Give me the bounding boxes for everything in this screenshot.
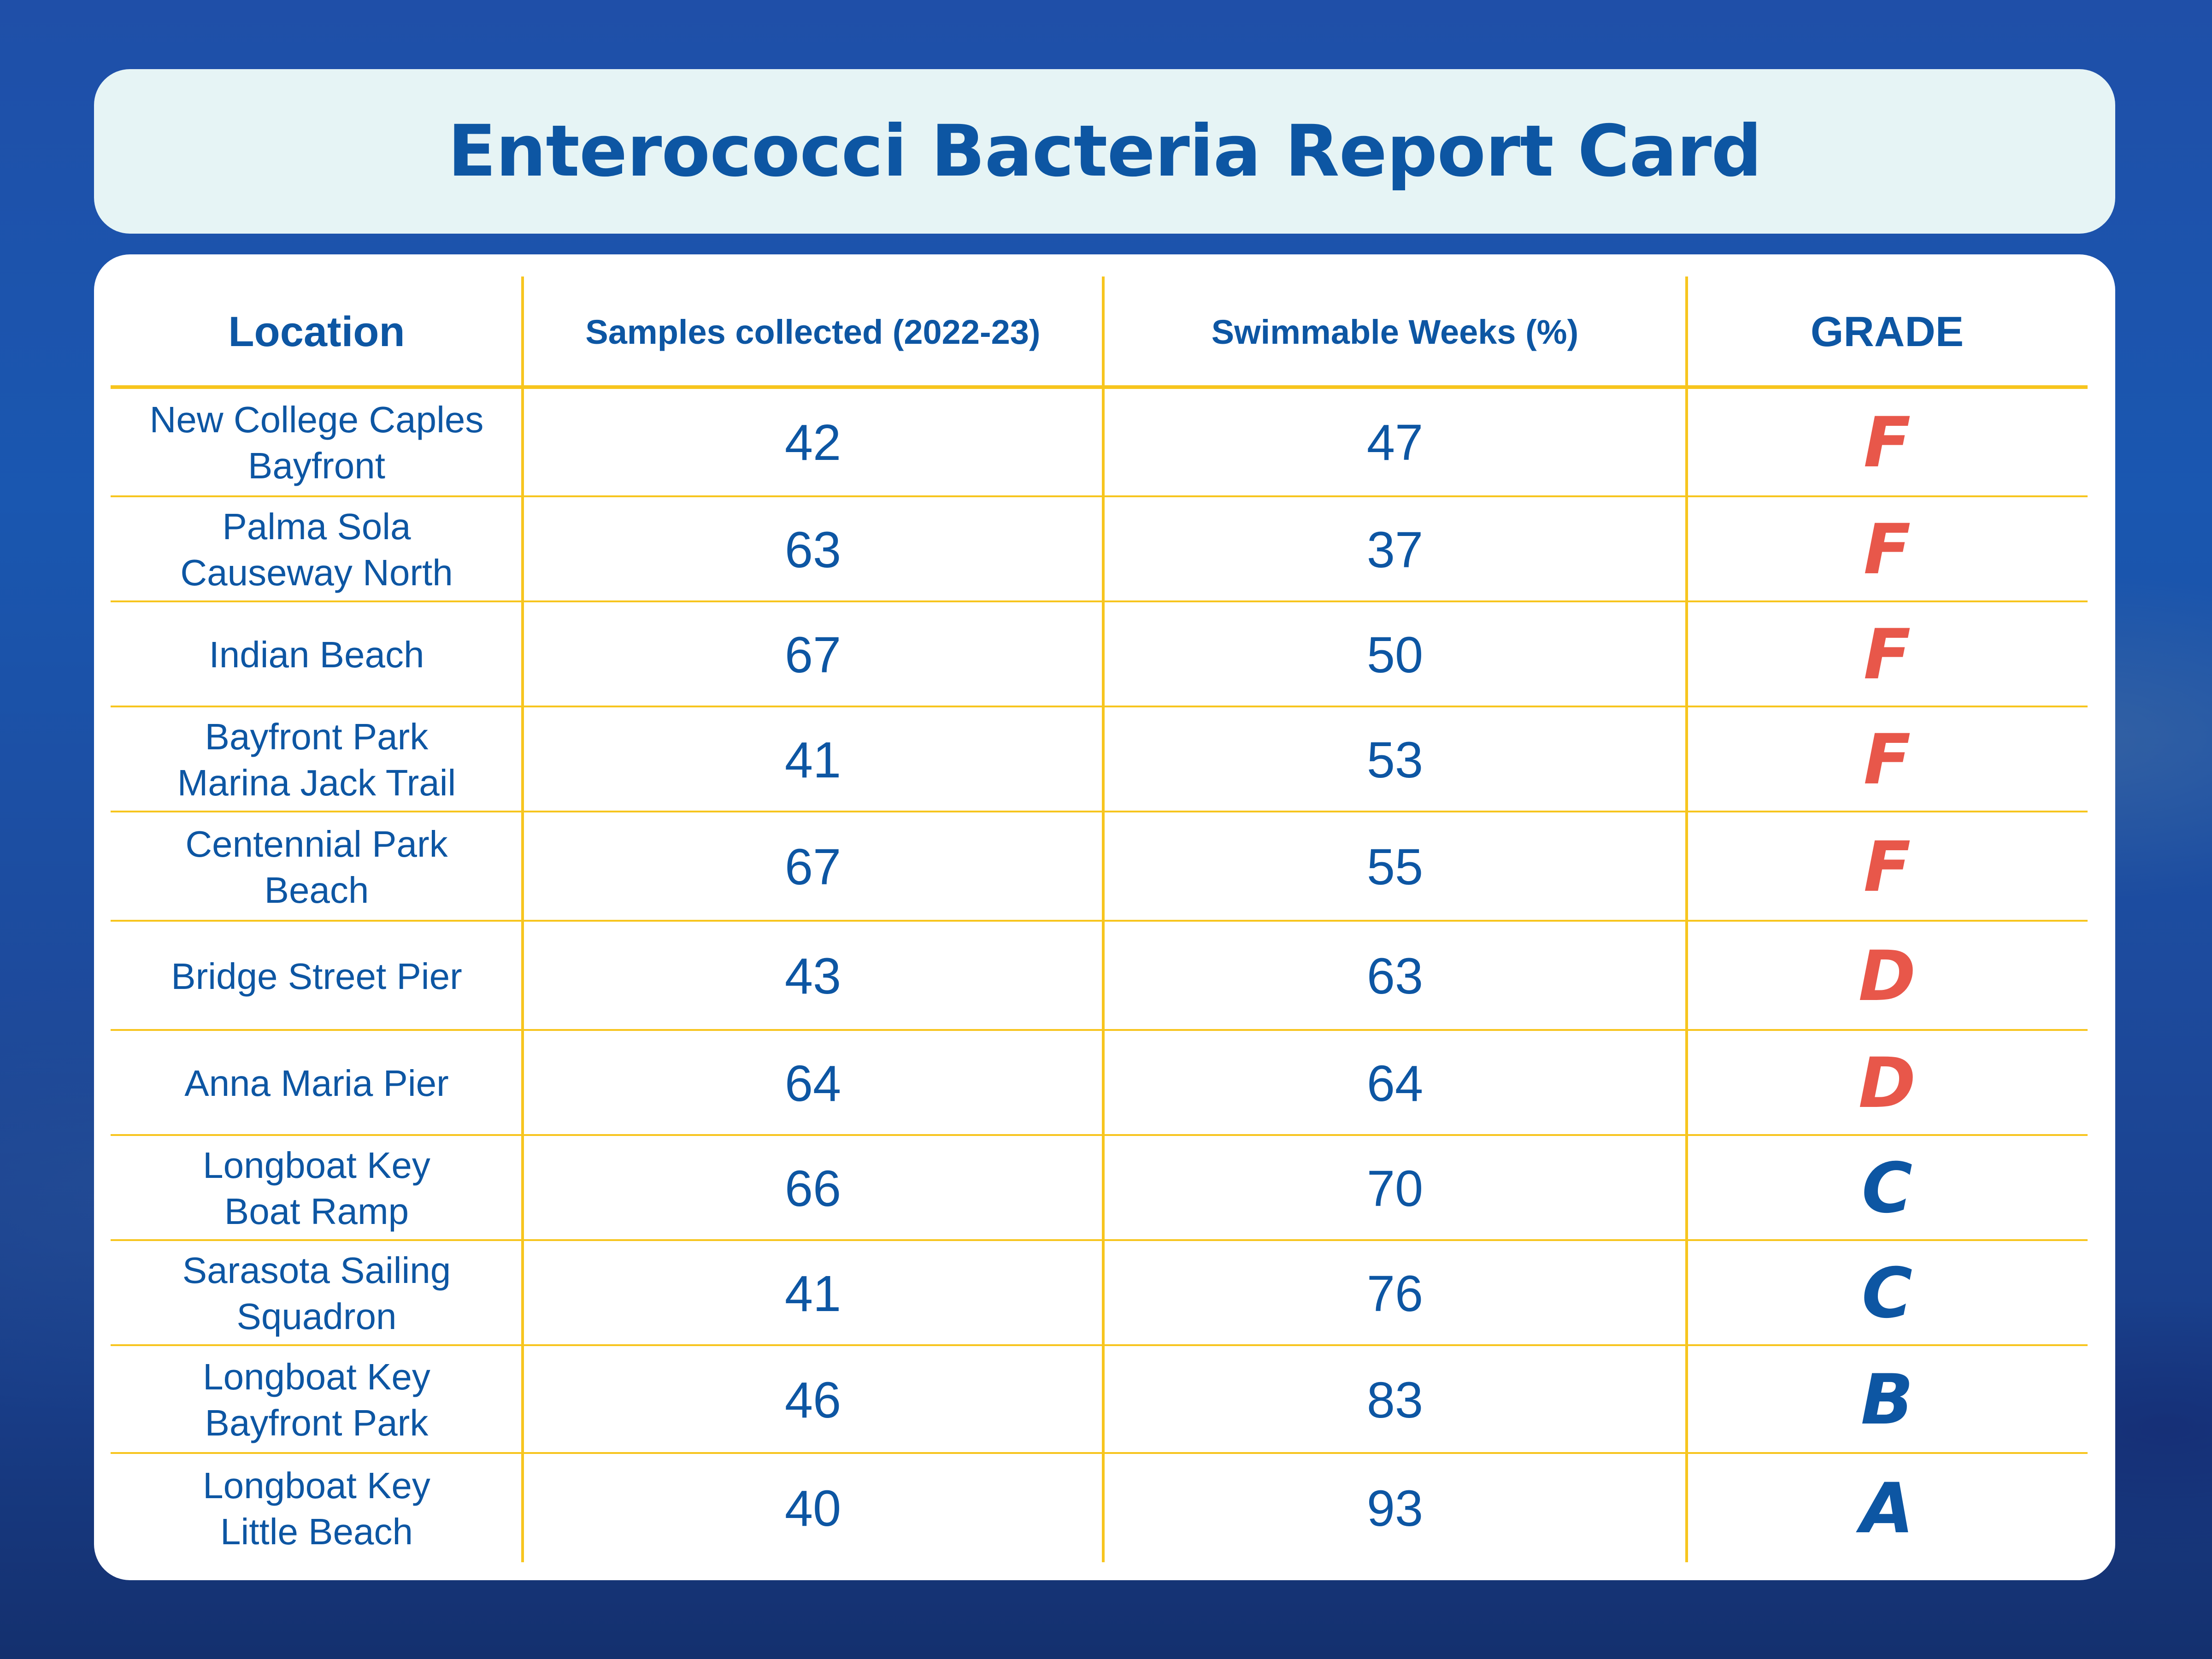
location-name: Longboat Key Boat Ramp [203, 1142, 430, 1235]
row-divider [111, 1344, 2088, 1346]
swimmable-weeks-value: 64 [1366, 1055, 1424, 1112]
location-line: Indian Beach [209, 634, 424, 675]
location-line: New College Caples [149, 399, 484, 440]
grade-badge: F [1863, 510, 1911, 590]
column-header: GRADE [1810, 308, 1964, 355]
swimmable-weeks-value: 47 [1366, 414, 1424, 471]
samples-value: 41 [784, 1265, 841, 1322]
location-line: Bayfront Park [205, 716, 429, 757]
location-line: Boat Ramp [224, 1191, 409, 1232]
page-title: Enterococci Bacteria Report Card [447, 110, 1762, 193]
swimmable-weeks-value: 83 [1366, 1371, 1424, 1429]
samples-value: 41 [784, 731, 841, 788]
row-divider [111, 385, 2088, 389]
location-cell: Palma Sola Causeway North [111, 498, 523, 601]
samples-value: 40 [784, 1480, 841, 1537]
location-line: Causeway North [180, 552, 453, 593]
grade-badge: D [1858, 936, 1916, 1017]
location-cell: Longboat Key Little Beach [111, 1455, 523, 1562]
location-cell: Bayfront Park Marina Jack Trail [111, 708, 523, 812]
row-divider [111, 811, 2088, 812]
location-cell: Indian Beach [111, 603, 523, 706]
column-header: Samples collected (2022-23) [585, 312, 1041, 351]
grade-badge: F [1863, 615, 1911, 695]
title-card: Enterococci Bacteria Report Card [94, 69, 2115, 234]
location-name: Bridge Street Pier [171, 953, 462, 1000]
samples-value: 63 [784, 521, 841, 578]
location-line: Longboat Key [203, 1465, 430, 1506]
row-divider [111, 1029, 2088, 1031]
location-cell: Bridge Street Pier [111, 923, 523, 1030]
samples-value: 42 [784, 414, 841, 471]
swimmable-weeks-value: 70 [1366, 1160, 1424, 1217]
location-line: Squadron [236, 1296, 397, 1337]
grade-badge: F [1863, 720, 1911, 800]
location-cell: Longboat Key Bayfront Park [111, 1347, 523, 1453]
grade-badge: C [1861, 1148, 1913, 1229]
swimmable-weeks-value: 76 [1366, 1265, 1424, 1322]
swimmable-weeks-value: 50 [1366, 626, 1424, 683]
samples-value: 64 [784, 1055, 841, 1112]
location-line: Palma Sola [222, 506, 411, 547]
row-divider [111, 920, 2088, 922]
location-cell: Longboat Key Boat Ramp [111, 1137, 523, 1240]
table-grid: Location Samples collected (2022-23) Swimm… [94, 254, 2115, 1580]
samples-value: 67 [784, 626, 841, 683]
location-cell: Centennial Park Beach [111, 813, 523, 921]
location-line: Anna Maria Pier [184, 1063, 449, 1104]
row-divider [111, 1239, 2088, 1241]
column-divider [521, 276, 524, 1562]
grade-badge: B [1860, 1360, 1914, 1440]
location-line: Bridge Street Pier [171, 955, 462, 997]
row-divider [111, 706, 2088, 707]
row-divider [111, 1134, 2088, 1136]
location-name: Indian Beach [209, 632, 424, 678]
row-divider [111, 1452, 2088, 1454]
location-name: New College Caples Bayfront [150, 397, 484, 489]
location-name: Centennial Park Beach [185, 821, 447, 913]
location-cell: New College Caples Bayfront [111, 389, 523, 496]
grade-badge: F [1863, 402, 1911, 483]
report-table: Location Samples collected (2022-23) Swimm… [94, 254, 2115, 1580]
swimmable-weeks-value: 63 [1366, 948, 1424, 1005]
samples-value: 46 [784, 1371, 841, 1429]
location-cell: Sarasota Sailing Squadron [111, 1242, 523, 1345]
column-divider [1102, 276, 1105, 1562]
location-name: Bayfront Park Marina Jack Trail [177, 714, 456, 806]
grade-badge: D [1858, 1043, 1916, 1124]
row-divider [111, 600, 2088, 602]
swimmable-weeks-value: 93 [1366, 1480, 1424, 1537]
swimmable-weeks-value: 37 [1366, 521, 1424, 578]
location-cell: Anna Maria Pier [111, 1032, 523, 1135]
samples-value: 67 [784, 839, 841, 895]
column-divider [1685, 276, 1688, 1562]
location-line: Longboat Key [203, 1145, 430, 1186]
swimmable-weeks-value: 53 [1366, 731, 1424, 788]
location-line: Longboat Key [203, 1356, 430, 1397]
grade-badge: F [1863, 827, 1911, 907]
location-line: Sarasota Sailing [182, 1250, 451, 1291]
samples-value: 66 [784, 1160, 841, 1217]
grade-badge: C [1861, 1253, 1913, 1334]
row-divider [111, 495, 2088, 497]
location-name: Palma Sola Causeway North [180, 504, 453, 596]
location-name: Longboat Key Bayfront Park [203, 1354, 430, 1446]
column-header: Location [228, 308, 405, 355]
swimmable-weeks-value: 55 [1366, 839, 1424, 895]
location-line: Bayfront [248, 445, 385, 486]
location-name: Anna Maria Pier [184, 1060, 449, 1106]
location-line: Beach [264, 869, 369, 911]
location-line: Little Beach [220, 1511, 413, 1552]
grade-badge: A [1860, 1468, 1914, 1549]
samples-value: 43 [784, 948, 841, 1005]
location-line: Marina Jack Trail [177, 762, 456, 803]
column-header: Swimmable Weeks (%) [1211, 312, 1579, 351]
location-name: Longboat Key Little Beach [203, 1463, 430, 1555]
location-line: Centennial Park [185, 823, 448, 865]
location-name: Sarasota Sailing Squadron [182, 1247, 451, 1340]
location-line: Bayfront Park [205, 1402, 429, 1443]
